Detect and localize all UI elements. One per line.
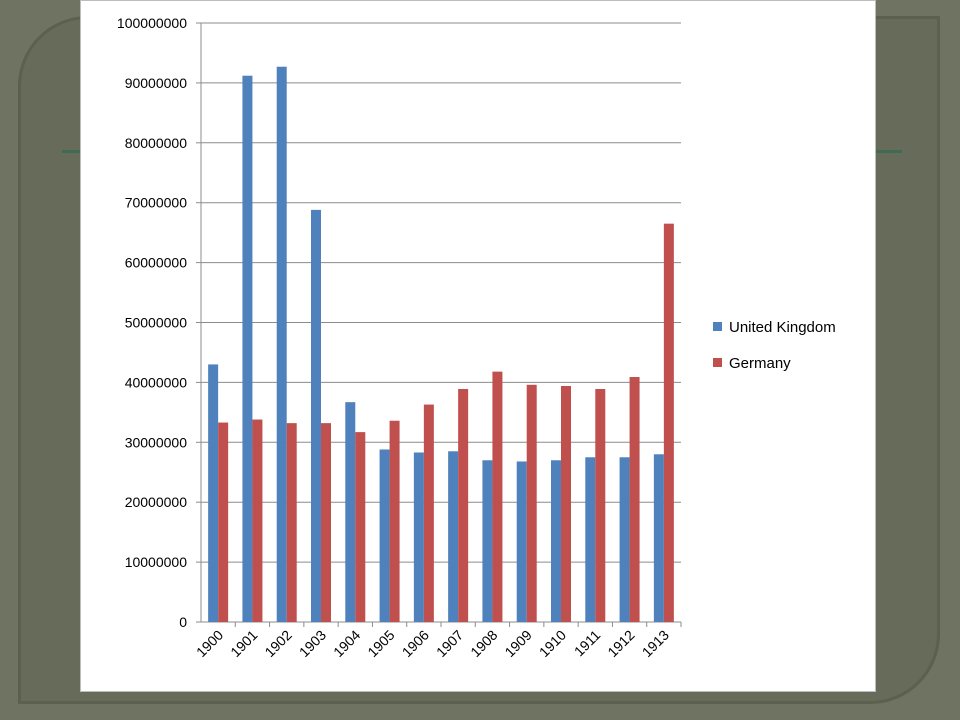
- bar-united-kingdom: [516, 461, 527, 622]
- bar-united-kingdom: [482, 460, 493, 622]
- bar-germany: [629, 377, 640, 622]
- bar-united-kingdom: [276, 66, 287, 623]
- chart-frame: 0 10000000 20000000 30000000 40000000 5000000…: [80, 0, 876, 692]
- y-tick-label: 90000000: [125, 75, 188, 91]
- bar-germany: [561, 385, 571, 622]
- bar-germany: [321, 423, 331, 622]
- bar-germany: [218, 422, 229, 622]
- x-tick-label: 1912: [604, 627, 637, 660]
- bar-united-kingdom: [345, 402, 356, 622]
- bar-united-kingdom: [448, 451, 459, 622]
- x-tick-label: 1907: [433, 627, 466, 660]
- x-tick-label: 1901: [227, 627, 260, 660]
- bar-united-kingdom: [551, 460, 561, 622]
- legend-swatch: [713, 322, 722, 331]
- y-tick-label: 20000000: [125, 494, 188, 510]
- x-tick-label: 1905: [364, 627, 397, 660]
- bar-united-kingdom: [585, 457, 596, 622]
- y-tick-label: 60000000: [125, 255, 188, 271]
- y-tick-label: 30000000: [125, 434, 188, 450]
- bar-germany: [663, 223, 674, 623]
- x-tick-label: 1913: [639, 627, 672, 660]
- bar-germany: [355, 432, 366, 622]
- y-tick-label: 100000000: [117, 15, 187, 31]
- bar-united-kingdom: [413, 452, 424, 622]
- bar-united-kingdom: [311, 209, 321, 622]
- bar-united-kingdom: [208, 364, 219, 622]
- bar-germany: [286, 423, 297, 622]
- legend-swatch: [713, 358, 722, 367]
- y-tick-label: 70000000: [125, 195, 188, 211]
- y-tick-label: 0: [179, 614, 187, 630]
- x-tick-label: 1904: [330, 627, 363, 660]
- slide-accent-line-left: [62, 150, 82, 153]
- x-tick-label: 1900: [193, 627, 226, 660]
- bar-united-kingdom: [242, 75, 253, 623]
- bar-germany: [595, 388, 606, 622]
- y-tick-label: 10000000: [125, 554, 188, 570]
- x-tick-label: 1903: [296, 627, 329, 660]
- x-tick-label: 1902: [261, 627, 294, 660]
- x-tick-label: 1909: [501, 627, 534, 660]
- legend-label: United Kingdom: [729, 319, 836, 336]
- bar-germany: [252, 419, 263, 622]
- legend-label: Germany: [729, 355, 791, 372]
- x-tick-label: 1908: [467, 627, 500, 660]
- bar-germany: [492, 371, 503, 622]
- bar-germany: [458, 388, 469, 622]
- x-tick-label: 1911: [571, 627, 604, 660]
- bar-united-kingdom: [379, 449, 390, 622]
- slide-accent-line-right: [876, 150, 902, 153]
- x-tick-label: 1906: [399, 627, 432, 660]
- bar-germany: [423, 404, 434, 622]
- bar-germany: [526, 384, 537, 622]
- bar-united-kingdom: [653, 454, 664, 622]
- bar-united-kingdom: [619, 457, 630, 622]
- y-tick-label: 80000000: [125, 135, 188, 151]
- bar-germany: [389, 420, 400, 622]
- bar-chart: 0 10000000 20000000 30000000 40000000 5000000…: [117, 15, 836, 660]
- y-tick-label: 40000000: [125, 374, 188, 390]
- y-tick-label: 50000000: [125, 315, 188, 331]
- x-tick-label: 1910: [536, 627, 569, 660]
